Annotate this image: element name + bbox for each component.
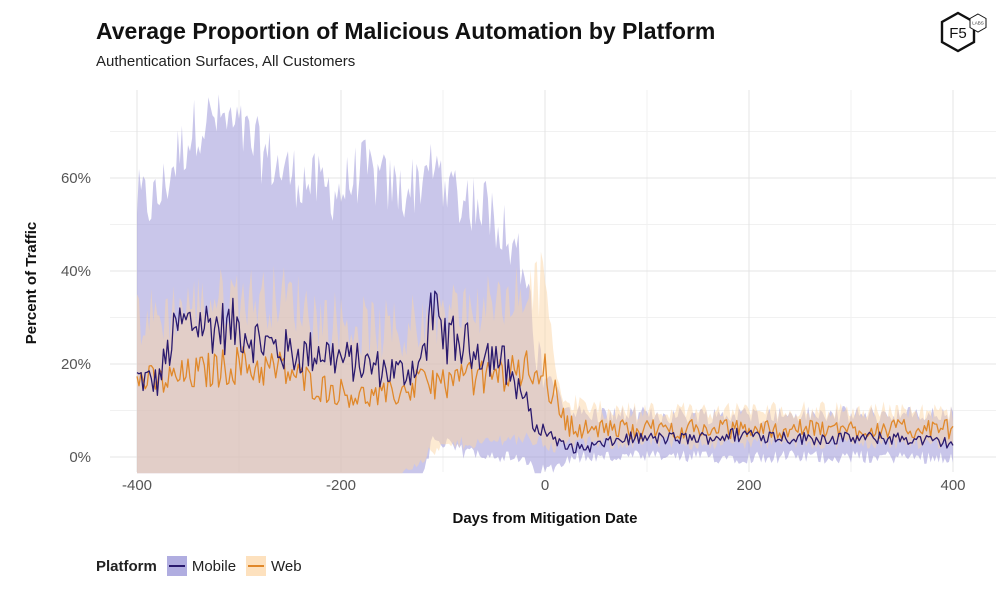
legend-label-web: Web xyxy=(271,557,302,575)
f5-labs-logo: F5 LABS xyxy=(940,11,987,53)
x-tick-labels: -400 -200 0 200 400 xyxy=(122,477,966,494)
y-tick-label: 40% xyxy=(61,263,91,280)
x-axis-label: Days from Mitigation Date xyxy=(452,510,637,527)
x-tick-label: 400 xyxy=(940,477,965,494)
legend-key-web xyxy=(246,556,267,576)
legend: Platform Mobile Web xyxy=(96,556,312,576)
y-tick-label: 60% xyxy=(61,170,91,187)
y-tick-label: 20% xyxy=(61,356,91,373)
chart-subtitle: Authentication Surfaces, All Customers xyxy=(96,53,356,70)
chart-plot: 0% 20% 40% 60% -400 -200 0 200 400 Days from Mi… xyxy=(23,90,996,527)
y-tick-labels: 0% 20% 40% 60% xyxy=(61,170,91,466)
x-tick-label: 0 xyxy=(541,477,549,494)
logo-badge: LABS xyxy=(972,21,984,26)
lines xyxy=(136,290,954,454)
y-axis-label: Percent of Traffic xyxy=(23,222,40,345)
y-tick-label: 0% xyxy=(69,449,91,466)
legend-title: Platform xyxy=(96,557,157,575)
legend-key-mobile xyxy=(166,556,187,576)
x-tick-label: 200 xyxy=(736,477,761,494)
x-tick-label: -200 xyxy=(326,477,356,494)
logo-text: F5 xyxy=(949,25,967,42)
legend-label-mobile: Mobile xyxy=(191,557,237,575)
chart-title: Average Proportion of Malicious Automati… xyxy=(96,18,716,44)
series-line-mobile xyxy=(136,290,954,454)
series-line-web xyxy=(136,346,954,440)
x-tick-label: -400 xyxy=(122,477,152,494)
